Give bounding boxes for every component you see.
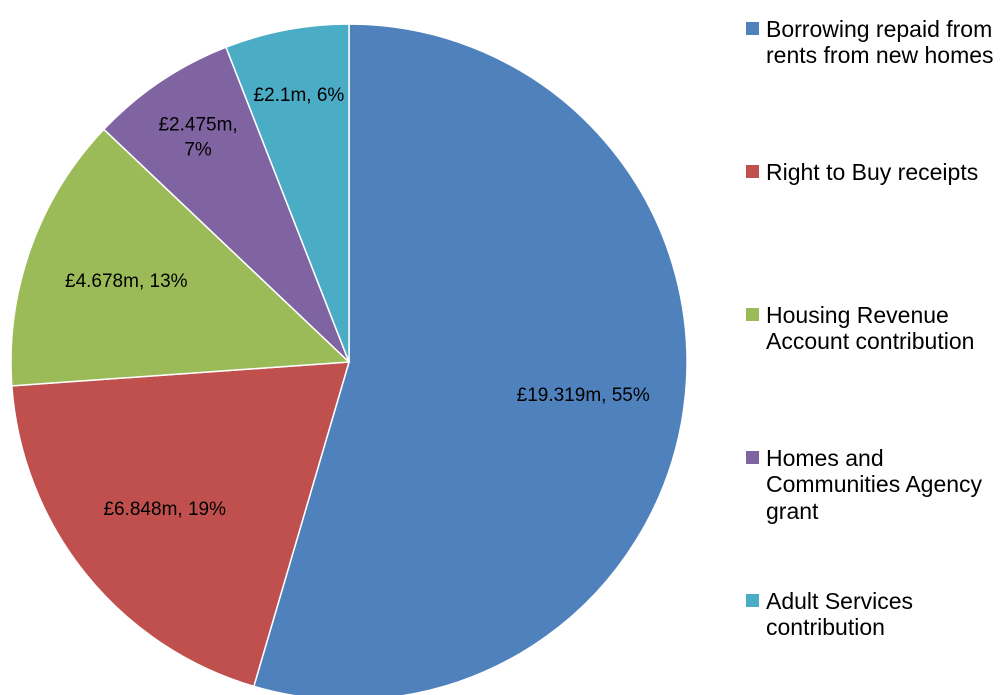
pie-slice [252, 23, 688, 695]
legend-swatch [746, 451, 759, 464]
pie-slice [11, 361, 351, 688]
legend-swatch [746, 22, 759, 35]
pie-slice [102, 46, 350, 363]
data-label: £2.475m, 7% [158, 113, 238, 161]
data-label: £4.678m, 13% [65, 271, 188, 293]
pie-slice [225, 23, 350, 363]
legend-swatch [746, 594, 759, 607]
pie-slice [10, 128, 351, 387]
legend-item: Borrowing repaid from rents from new hom… [746, 16, 996, 69]
data-label: £6.848m, 19% [103, 499, 226, 521]
data-label: £19.319m, 55% [516, 384, 650, 406]
legend-swatch [746, 165, 759, 178]
legend-label: Borrowing repaid from rents from new hom… [766, 16, 994, 69]
data-label: £2.1m, 6% [253, 85, 345, 107]
legend-swatch [746, 308, 759, 321]
legend-item: Right to Buy receipts [746, 159, 996, 185]
legend-item: Housing Revenue Account contribution [746, 302, 996, 355]
legend-label: Housing Revenue Account contribution [766, 302, 975, 355]
legend-item: Homes and Communities Agency grant [746, 445, 996, 524]
legend-item: Adult Services contribution [746, 588, 996, 641]
legend-label: Adult Services contribution [766, 588, 914, 641]
legend-label: Right to Buy receipts [766, 159, 979, 185]
legend-label: Homes and Communities Agency grant [766, 445, 983, 524]
